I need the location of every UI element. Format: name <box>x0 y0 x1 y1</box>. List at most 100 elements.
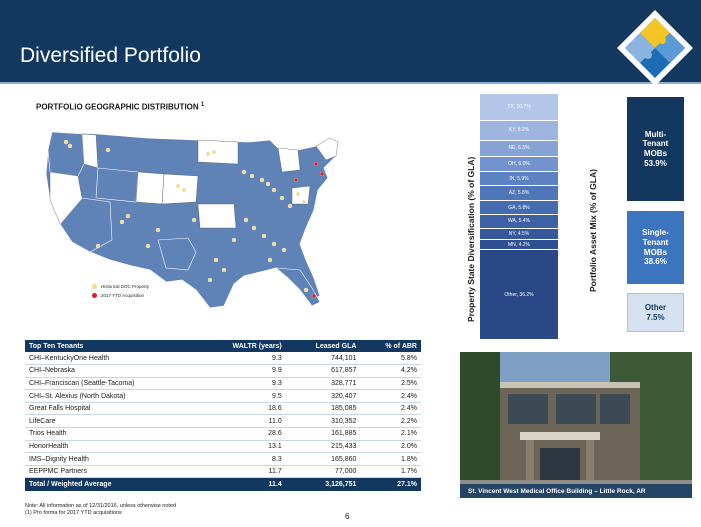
table-cell: 744,101 <box>285 352 361 366</box>
state-segment: AZ, 5.8% <box>480 186 558 201</box>
footnotes: Note: All information as of 12/31/2016, … <box>25 503 176 517</box>
column-header: % of ABR <box>360 340 421 352</box>
table-cell: 4.2% <box>360 364 421 378</box>
page-title: Diversified Portfolio <box>20 44 201 67</box>
table-row: EEPPMC Partners 11.7 77,000 1.7% <box>25 465 421 479</box>
us-map <box>45 131 339 309</box>
table-cell: 28.6 <box>198 427 286 441</box>
table-cell: Great Falls Hospital <box>25 402 199 416</box>
top-tenants-table: Top Ten Tenants WALTR (years) Leased GLA… <box>25 340 421 491</box>
building-image <box>460 352 692 498</box>
table-cell: CHI–KentuckyOne Health <box>25 352 199 366</box>
asset-mix-value: Single- Tenant MOBs 38.6% <box>642 228 669 267</box>
legend-dot-icon <box>92 293 97 298</box>
table-cell: 1.7% <box>360 465 421 479</box>
state-segment: KY, 8.2% <box>480 120 558 141</box>
table-cell: 11.4 <box>198 477 286 491</box>
legend-dot-icon <box>92 284 97 289</box>
state-diversification-label: Property State Diversification (% of GLA… <box>466 156 476 322</box>
state-segment: TX, 10.7% <box>480 94 558 121</box>
table-cell: 11.0 <box>198 414 286 429</box>
table-cell: 1.8% <box>360 452 421 466</box>
table-row: CHI–Nebraska 9.9 617,857 4.2% <box>25 364 421 378</box>
map-title: PORTFOLIO GEOGRAPHIC DISTRIBUTION 1 <box>36 102 205 112</box>
table-cell: EEPPMC Partners <box>25 465 199 479</box>
table-cell: Total / Weighted Average <box>25 477 199 491</box>
state-segment: IN, 5.9% <box>480 171 558 187</box>
asset-mix-value: Multi- Tenant MOBs 53.9% <box>642 129 669 168</box>
table-cell: 2.4% <box>360 389 421 403</box>
table-row: CHI–Franciscan (Seattle-Tacoma) 9.3 328,77… <box>25 377 421 391</box>
table-cell: 27.1% <box>360 477 421 491</box>
table-cell: 2.2% <box>360 414 421 429</box>
asset-mix-label: Portfolio Asset Mix (% of GLA) <box>588 169 598 292</box>
header-bar <box>0 0 701 82</box>
table-cell: 185,085 <box>285 402 361 416</box>
table-row: LifeCare 11.0 310,352 2.2% <box>25 414 421 429</box>
table-cell: 11.7 <box>198 465 286 479</box>
table-cell: 328,771 <box>285 377 361 391</box>
table-cell: 2.5% <box>360 377 421 391</box>
table-cell: 9.3 <box>198 352 286 366</box>
table-cell: 8.3 <box>198 452 286 466</box>
table-cell: 13.1 <box>198 440 286 454</box>
table-row: CHI–KentuckyOne Health 9.3 744,101 5.8% <box>25 352 421 366</box>
table-row: Trios Health 28.6 161,885 2.1% <box>25 427 421 441</box>
legend-item-acquisition: 2017 YTD Acquisition <box>92 291 149 300</box>
table-cell: 9.9 <box>198 364 286 378</box>
table-header-row: Top Ten Tenants WALTR (years) Leased GLA… <box>25 340 421 352</box>
table-cell: 5.8% <box>360 352 421 366</box>
table-row: Great Falls Hospital 18.6 185,085 2.4% <box>25 402 421 416</box>
table-cell: CHI–Franciscan (Seattle-Tacoma) <box>25 377 199 391</box>
table-cell: 77,000 <box>285 465 361 479</box>
table-cell: 161,885 <box>285 427 361 441</box>
table-cell: Trios Health <box>25 427 199 441</box>
building-photo: St. Vincent West Medical Office Building… <box>460 352 692 498</box>
page-number: 6 <box>345 512 350 521</box>
asset-mix-other: Other 7.5% <box>627 293 684 332</box>
photo-caption: St. Vincent West Medical Office Building… <box>460 484 692 498</box>
table-cell: 3,126,751 <box>285 477 361 491</box>
asset-mix-value: Other 7.5% <box>644 302 667 322</box>
table-cell: CHI–St. Alexius (North Dakota) <box>25 389 199 403</box>
state-segment: NE, 6.5% <box>480 140 558 157</box>
asset-mix-multi-tenant: Multi- Tenant MOBs 53.9% <box>627 97 684 201</box>
column-header: Top Ten Tenants <box>25 340 199 352</box>
header-divider <box>0 82 701 84</box>
table-cell: HonorHealth <box>25 440 199 454</box>
legend-label: Historical DOC Property <box>101 284 150 289</box>
map-legend: Historical DOC Property 2017 YTD Acquisi… <box>92 282 149 300</box>
table-cell: IMS–Dignity Health <box>25 452 199 466</box>
table-total-row: Total / Weighted Average 11.4 3,126,751 27.… <box>25 477 421 491</box>
state-segment: WA, 5.4% <box>480 215 558 229</box>
table-cell: LifeCare <box>25 414 199 429</box>
table-row: HonorHealth 13.1 215,433 2.0% <box>25 440 421 454</box>
state-diversification-stack: TX, 10.7% KY, 8.2% NE, 6.5% OH, 6.0% IN, 5.9… <box>480 94 558 340</box>
table-cell: 310,352 <box>285 414 361 429</box>
footnote-note: Note: All information as of 12/31/2016, … <box>25 503 177 509</box>
table-row: CHI–St. Alexius (North Dakota) 9.5 320,407… <box>25 389 421 403</box>
state-segment: MN, 4.2% <box>480 239 558 251</box>
table-cell: 18.6 <box>198 402 286 416</box>
footnote-1: (1) Pro forma for 2017 YTD acquisitions <box>25 510 122 517</box>
legend-label: 2017 YTD Acquisition <box>101 293 144 298</box>
table-cell: 9.5 <box>198 389 286 403</box>
table-cell: 2.1% <box>360 427 421 441</box>
column-header: Leased GLA <box>285 340 361 352</box>
table-cell: 320,407 <box>285 389 361 403</box>
asset-mix-single-tenant: Single- Tenant MOBs 38.6% <box>627 211 684 284</box>
state-segment: GA, 5.8% <box>480 200 558 216</box>
legend-item-historical: Historical DOC Property <box>92 282 149 291</box>
table-cell: 2.4% <box>360 402 421 416</box>
state-segment: OH, 6.0% <box>480 156 558 172</box>
table-cell: CHI–Nebraska <box>25 364 199 378</box>
column-header: WALTR (years) <box>198 340 286 352</box>
state-segment: Other, 36.2% <box>480 250 558 340</box>
table-row: IMS–Dignity Health 8.3 165,860 1.8% <box>25 452 421 466</box>
table-cell: 2.0% <box>360 440 421 454</box>
table-cell: 617,857 <box>285 364 361 378</box>
puzzle-logo-icon <box>617 10 693 86</box>
table-cell: 165,860 <box>285 452 361 466</box>
state-segment: NY, 4.5% <box>480 228 558 240</box>
table-cell: 215,433 <box>285 440 361 454</box>
